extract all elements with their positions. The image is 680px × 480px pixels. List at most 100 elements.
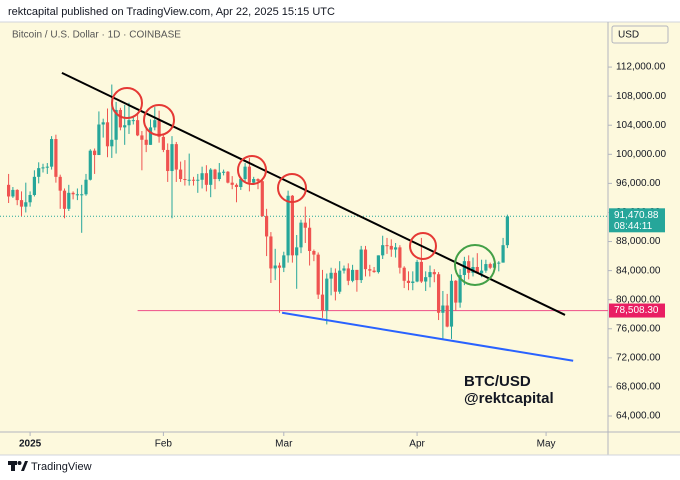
candle-body [462,261,466,275]
highlight-circle [409,232,437,260]
x-tick-label: Feb [155,439,173,450]
candle-body [49,139,54,167]
y-tick-label: 88,000.00 [616,236,661,247]
candle-body [105,122,110,147]
y-tick-label: 72,000.00 [616,352,661,363]
candle-body [454,280,458,303]
candle-body [372,270,376,273]
candle-body [131,120,135,122]
highlight-circle [111,87,143,119]
countdown-label: 08:44:11 [614,221,653,232]
candle-body [307,227,312,251]
candle-body [475,266,479,274]
candle-body [200,173,204,180]
candle-body [368,269,372,271]
candle-body [385,245,389,247]
pane-background [0,22,680,455]
candle-body [256,179,260,182]
annotation: @rektcapital [464,390,554,407]
candle-body [140,135,144,140]
last-price-label: 91,470.88 [614,210,659,221]
candle-body [144,139,148,145]
logo-mark [8,461,17,465]
candle-body [355,269,359,281]
candle-body [196,179,200,181]
symbol: Bitcoin / U.S. Dollar · 1D · COINBASE [12,30,181,41]
candle-body [230,182,234,185]
candle-body [411,281,415,283]
level-box [609,303,665,318]
candle-body [479,270,484,274]
candle-body [505,216,509,246]
trendline [281,311,574,362]
candle-body [32,176,36,196]
x-tick-label: Mar [275,439,293,450]
annotation: BTC/USD [464,373,531,390]
candle-body [273,265,277,269]
candle-body [389,245,393,250]
candle-body [497,262,501,264]
candle-body [58,176,62,191]
candle-body [393,247,398,250]
x-tick-label: 2025 [19,439,42,450]
candle-body [191,179,196,181]
candle-body [239,179,243,188]
candle-body [170,144,174,172]
candle-body [19,200,24,207]
candle-body [71,192,75,195]
candle-body [484,264,488,271]
candle-body [217,172,221,180]
y-tick-label: 80,000.00 [616,294,661,305]
candle-body [428,272,432,278]
candle-body [350,269,355,281]
level-label: 78,508.30 [614,305,659,316]
candle-body [15,189,19,201]
candle-body [424,277,428,282]
candle-body [213,169,217,180]
candle-body [123,125,127,128]
candle-body [458,274,462,303]
highlight-circle [277,173,307,203]
highlight-circles [111,87,496,286]
candle-body [209,169,213,185]
candle-body [299,222,303,248]
candle-body [166,149,170,172]
candle-body [467,261,471,273]
candle-body [320,294,325,311]
candle-body [11,189,15,197]
candle-body [84,179,88,195]
candle-body [381,245,385,256]
header: rektcapital published on TradingView.com… [8,6,335,18]
candle-body [45,166,49,168]
candle-body [243,166,247,180]
candle-body [264,216,269,237]
logo-mark [11,465,15,471]
candle-body [398,247,402,268]
candle-body [67,192,71,209]
y-tick-label: 100,000.00 [616,149,666,160]
candle-body [174,144,178,170]
candle-body [488,264,492,268]
candle-body [37,168,41,177]
candle-body [449,280,454,327]
candle-body [204,173,208,185]
candle-body [234,184,239,188]
y-tick-label: 112,000.00 [616,62,666,73]
last-price-box [609,208,665,233]
logo-mark [17,461,22,465]
candle-body [346,268,350,281]
y-tick-label: 108,000.00 [616,91,666,102]
x-tick-label: May [537,439,556,450]
candle-body [286,195,290,256]
candle-body [92,150,97,156]
candle-body [333,272,337,292]
candle-body [432,272,436,275]
labels: 64,000.00 68,000.00 72,000.00 76,000.00 80,0… [19,62,667,450]
candle-body [153,120,157,128]
highlight-circle [454,244,496,286]
candle-body [54,139,58,177]
y-tick-label: 76,000.00 [616,323,661,334]
candle-body [376,255,380,273]
candle-body [290,195,294,256]
